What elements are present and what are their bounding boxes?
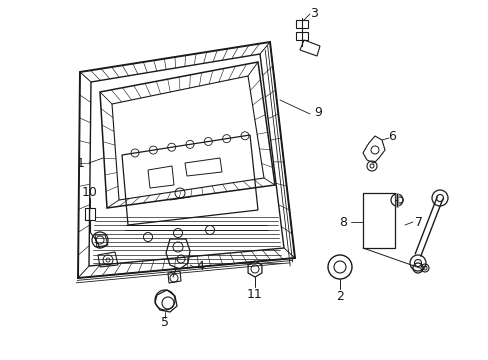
Text: 5: 5 xyxy=(161,315,169,328)
Text: 7: 7 xyxy=(414,216,422,229)
Text: 8: 8 xyxy=(338,216,346,229)
Text: 1: 1 xyxy=(77,157,85,170)
Text: 6: 6 xyxy=(387,130,395,143)
Text: 3: 3 xyxy=(309,6,317,19)
Text: 2: 2 xyxy=(335,291,343,303)
Text: 9: 9 xyxy=(313,105,321,118)
Text: 11: 11 xyxy=(246,288,263,302)
Text: 10: 10 xyxy=(82,185,98,198)
Text: 4: 4 xyxy=(196,261,203,274)
